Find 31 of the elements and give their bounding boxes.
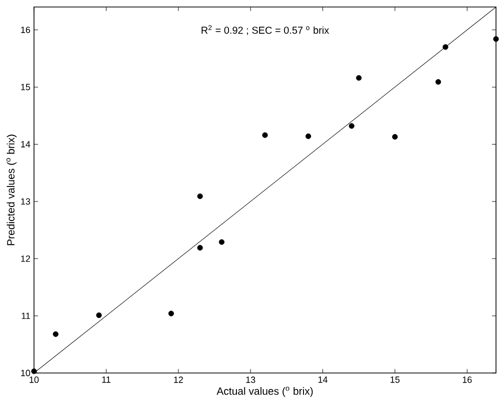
point [168,310,174,316]
x-tick-label: 16 [462,376,472,383]
point [52,331,58,337]
y-tick-label: 12 [21,255,30,262]
annotation: R$^{2}$ = 0.92 ; SEC = 0.57 $^{o}$ brix [202,25,330,35]
y-tick-label: 10 [21,370,30,376]
y-tick-label: 11 [22,312,30,319]
point [197,193,203,200]
y-tick-label: 14 [21,141,30,148]
point [31,368,37,374]
point [442,44,448,50]
y-tick-label: 16 [21,26,30,34]
point [262,132,268,138]
point [348,123,354,129]
y-axis-title: Predicted values ($^{o}$ brix) [6,134,17,246]
x-tick-label: 14 [318,376,328,383]
x-axis-title: Actual values ($^{o}$ brix) [216,386,313,397]
y-tick-label: 13 [21,198,30,205]
point [435,79,442,85]
point [356,75,362,81]
point [197,244,203,251]
y-tick-label: 15 [21,84,30,90]
point [306,133,312,140]
point [218,239,224,245]
point [96,312,102,318]
x-tick-label: 11 [102,376,110,383]
x-tick-label: 10 [30,376,39,383]
x-tick-label: 12 [174,376,183,383]
x-tick-label: 15 [390,376,400,383]
x-tick-label: 13 [246,376,256,383]
point [392,134,398,140]
